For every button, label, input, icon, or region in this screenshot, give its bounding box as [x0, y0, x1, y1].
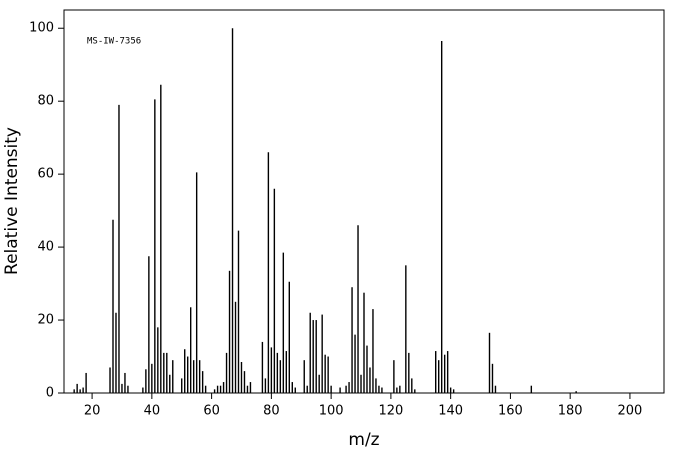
y-axis-label: Relative Intensity — [2, 127, 22, 275]
y-tick-label: 20 — [37, 313, 54, 328]
x-tick-label: 120 — [378, 404, 403, 419]
y-tick-label: 80 — [37, 94, 54, 109]
x-tick-label: 160 — [498, 404, 523, 419]
x-tick-label: 80 — [263, 404, 280, 419]
x-tick-label: 200 — [618, 404, 643, 419]
y-tick-label: 100 — [29, 21, 54, 36]
y-tick-label: 60 — [37, 167, 54, 182]
x-tick-label: 100 — [319, 404, 344, 419]
x-tick-label: 60 — [203, 404, 220, 419]
y-tick-label: 40 — [37, 240, 54, 255]
y-tick-label: 0 — [46, 386, 54, 401]
x-tick-label: 40 — [144, 404, 161, 419]
x-tick-label: 140 — [438, 404, 463, 419]
x-axis-label: m/z — [348, 430, 379, 450]
x-tick-label: 180 — [558, 404, 583, 419]
x-tick-label: 20 — [84, 404, 101, 419]
annotation: MS-IW-7356 — [87, 37, 141, 47]
